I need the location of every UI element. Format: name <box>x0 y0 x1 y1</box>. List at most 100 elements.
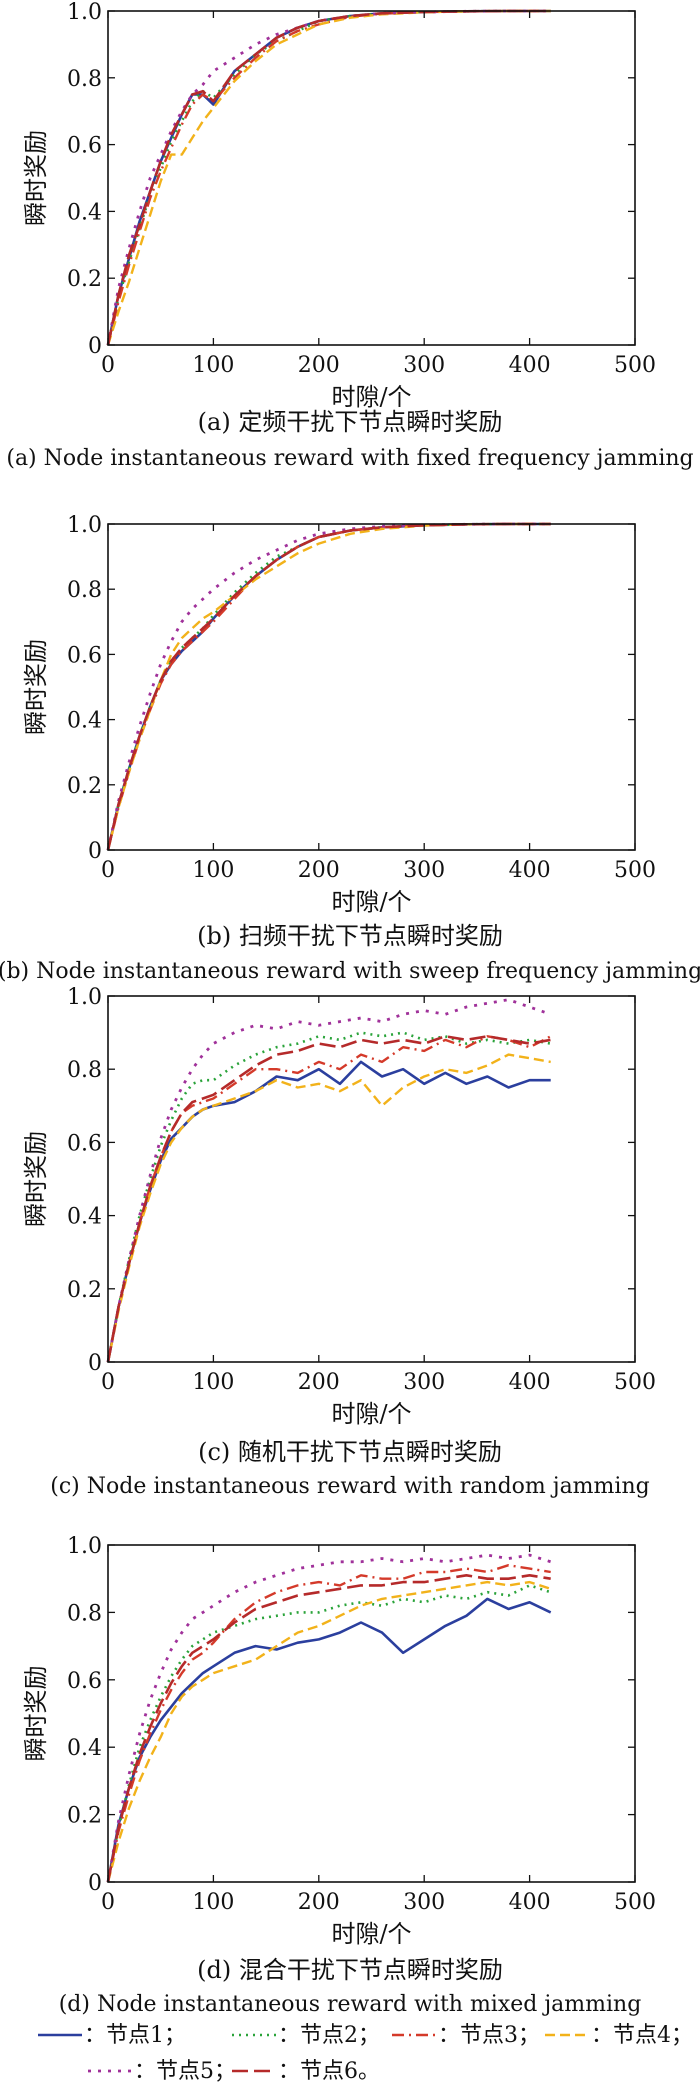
caption-cn: (d) 混合干扰下节点瞬时奖励 <box>197 1956 503 1984</box>
x-axis-label: 时隙/个 <box>331 1920 411 1948</box>
series-line-n2 <box>106 9 551 346</box>
y-axis-label: 瞬时奖励 <box>22 639 50 735</box>
y-tick-label: 0.2 <box>67 1804 102 1829</box>
series-line-n1 <box>106 522 551 851</box>
y-tick-label: 0.8 <box>67 67 102 92</box>
legend-label-n2: ：节点2； <box>278 2023 380 2048</box>
y-axis-label: 瞬时奖励 <box>22 130 50 226</box>
y-tick-label: 0 <box>88 1871 102 1896</box>
plot-frame <box>107 10 636 346</box>
x-tick-label: 0 <box>101 858 115 883</box>
chart-panel-4: 0 100 200 300 400 500 0 0.2 0.4 0.6 0.8 1.0 时隙/个 瞬时奖励… <box>22 1534 656 2017</box>
legend-label-n3: ：节点3； <box>438 2023 540 2048</box>
caption-cn: (c) 随机干扰下节点瞬时奖励 <box>198 1438 502 1466</box>
chart-panel-2: 0 100 200 300 400 500 0 0.2 0.4 0.6 0.8 1.0 时隙/个 瞬时奖励… <box>0 513 700 984</box>
legend-label-n1: ：节点1； <box>84 2023 186 2048</box>
y-tick-label: 0.6 <box>67 1669 102 1694</box>
x-tick-label: 200 <box>298 858 340 883</box>
x-tick-label: 200 <box>298 1370 340 1395</box>
x-tick-label: 100 <box>192 1370 234 1395</box>
y-tick-label: 0 <box>88 839 102 864</box>
y-tick-label: 0 <box>88 1351 102 1376</box>
caption-cn: (a) 定频干扰下节点瞬时奖励 <box>198 408 503 436</box>
x-tick-label: 0 <box>101 1890 115 1915</box>
x-tick-label: 0 <box>101 1370 115 1395</box>
series-line-n4 <box>106 522 551 851</box>
y-tick-label: 1.0 <box>67 1534 102 1559</box>
caption-en: (a) Node instantaneous reward with fixed… <box>6 446 693 471</box>
x-tick-label: 200 <box>298 1890 340 1915</box>
y-tick-label: 1.0 <box>67 985 102 1010</box>
series-line-n2 <box>106 1584 552 1883</box>
y-tick-label: 0.2 <box>67 774 102 799</box>
series-line-n2 <box>106 1031 551 1363</box>
x-tick-label: 400 <box>509 353 551 378</box>
series-line-n6 <box>106 1035 551 1363</box>
caption-en: (d) Node instantaneous reward with mixed… <box>59 1992 642 2017</box>
series-line-n2 <box>106 522 551 851</box>
series-line-n5 <box>106 9 551 346</box>
series-line-n3 <box>106 1035 552 1363</box>
series-line-n3 <box>106 9 551 346</box>
series-line-n3 <box>106 522 551 851</box>
caption-en: (b) Node instantaneous reward with sweep… <box>0 959 700 984</box>
y-tick-label: 0 <box>88 334 102 359</box>
x-tick-label: 200 <box>298 353 340 378</box>
series-line-n1 <box>106 9 551 346</box>
x-tick-label: 400 <box>509 858 551 883</box>
plot-frame <box>107 523 636 851</box>
x-tick-label: 500 <box>614 1890 656 1915</box>
x-tick-label: 300 <box>403 1370 445 1395</box>
plot-frame <box>107 1544 636 1883</box>
x-tick-label: 500 <box>614 858 656 883</box>
series-line-n4 <box>106 9 551 346</box>
x-tick-label: 500 <box>614 353 656 378</box>
x-tick-label: 300 <box>403 858 445 883</box>
x-axis-label: 时隙/个 <box>331 888 411 916</box>
series-line-n4 <box>106 1580 552 1883</box>
series-line-n4 <box>106 1053 551 1363</box>
y-axis-label: 瞬时奖励 <box>22 1131 50 1227</box>
series-line-n1 <box>106 1060 551 1363</box>
y-tick-label: 0.2 <box>67 267 102 292</box>
y-tick-label: 0.4 <box>67 200 102 225</box>
y-tick-label: 0.6 <box>67 643 102 668</box>
series-line-n5 <box>106 522 551 851</box>
y-tick-label: 0.8 <box>67 1058 102 1083</box>
series-line-n1 <box>106 1597 552 1883</box>
plot-frame <box>107 995 636 1363</box>
caption-en: (c) Node instantaneous reward with rando… <box>50 1474 649 1499</box>
legend-label-n5: ：节点5； <box>134 2059 236 2084</box>
x-tick-label: 400 <box>509 1370 551 1395</box>
x-axis-label: 时隙/个 <box>331 1400 411 1428</box>
caption-cn: (b) 扫频干扰下节点瞬时奖励 <box>197 922 503 950</box>
x-tick-label: 300 <box>403 1890 445 1915</box>
y-tick-label: 0.4 <box>67 1736 102 1761</box>
series-line-n6 <box>106 522 551 851</box>
legend: ：节点1； ：节点2； ：节点3； ：节点4； ：节点5； ：节点6。 <box>38 2023 693 2084</box>
x-tick-label: 300 <box>403 353 445 378</box>
x-tick-label: 100 <box>192 353 234 378</box>
y-tick-label: 0.6 <box>67 134 102 159</box>
series-line-n6 <box>106 9 551 346</box>
legend-label-n4: ：节点4； <box>591 2023 693 2048</box>
x-axis-label: 时隙/个 <box>331 383 411 411</box>
x-tick-label: 100 <box>192 858 234 883</box>
y-tick-label: 0.4 <box>67 709 102 734</box>
x-tick-label: 0 <box>101 353 115 378</box>
y-tick-label: 0.2 <box>67 1278 102 1303</box>
series-line-n3 <box>106 1563 551 1883</box>
series-line-n6 <box>106 1574 551 1883</box>
y-tick-label: 0.8 <box>67 1601 102 1626</box>
chart-panel-1: 0 100 200 300 400 500 0 0.2 0.4 0.6 0.8 1.0 时隙/个 瞬时奖励… <box>6 0 693 471</box>
series-line-n5 <box>106 1553 552 1883</box>
y-tick-label: 1.0 <box>67 513 102 538</box>
x-tick-label: 500 <box>614 1370 656 1395</box>
y-axis-label: 瞬时奖励 <box>22 1666 50 1762</box>
y-tick-label: 0.4 <box>67 1205 102 1230</box>
y-tick-label: 0.6 <box>67 1131 102 1156</box>
chart-panel-3: 0 100 200 300 400 500 0 0.2 0.4 0.6 0.8 1.0 时隙/个 瞬时奖励… <box>22 985 656 1499</box>
y-tick-label: 1.0 <box>67 0 102 25</box>
series-line-n5 <box>106 998 552 1363</box>
